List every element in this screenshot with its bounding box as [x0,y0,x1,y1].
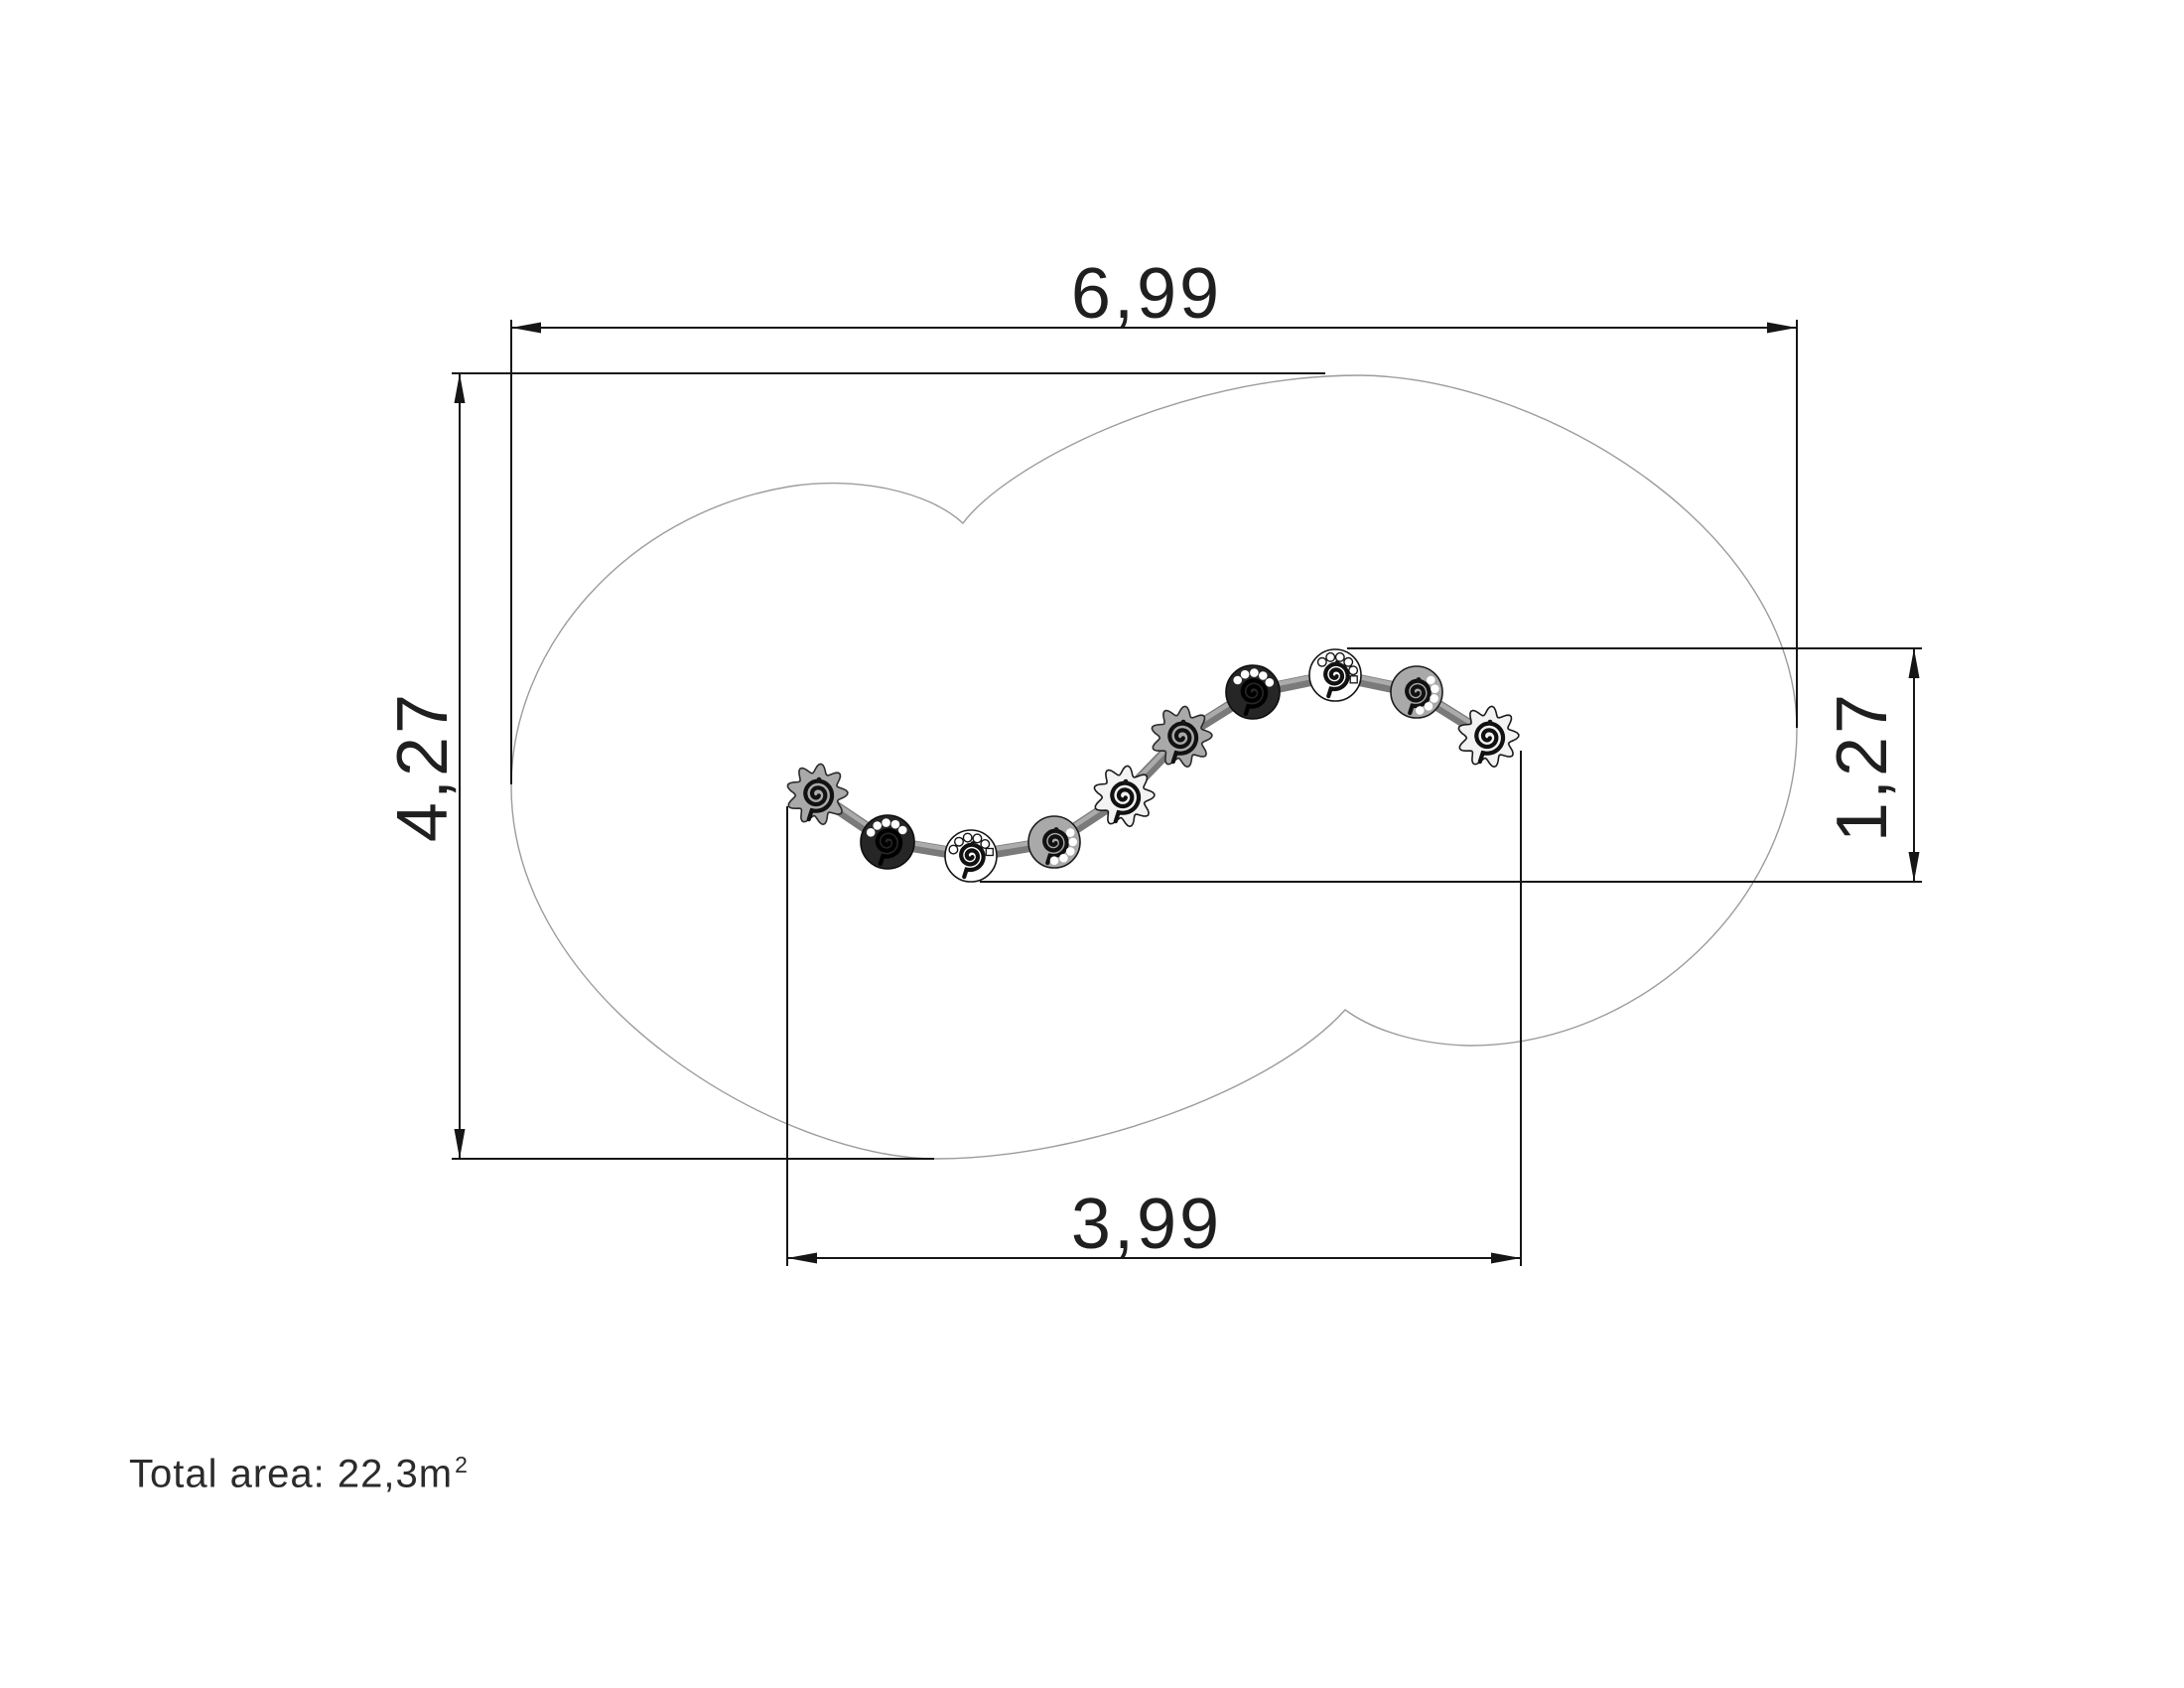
pod-8-dot-2 [1325,651,1336,662]
equipment-height-arrowhead-1 [1908,648,1920,678]
equipment-height-label: 1,27 [1823,691,1902,842]
pod-4-dot-2 [1068,837,1077,847]
pod-2-dot-5 [898,825,907,835]
pod-6-spiral-icon [1167,721,1199,765]
pod-5-accent-dot [1123,778,1129,784]
pod-7-dot-4 [1259,671,1268,680]
pod-9-dot-4 [1424,702,1433,711]
safety-area-outline [510,374,1798,1160]
pod-3-accent-dot [970,841,976,846]
pod-2-dot-3 [882,818,890,827]
pod-4-spiral-icon [1042,828,1069,866]
pod-1-accent-dot [816,776,822,782]
total-area-text: Total area: 22,3m [129,1452,454,1496]
pod-4-dot-4 [1059,853,1068,863]
pod-9-accent-dot [1416,677,1422,682]
pod-5-spiral-icon [1110,780,1142,824]
pod-2-dot-1 [866,828,876,837]
pod-3-dot-5 [980,839,991,850]
equipment-width-arrowhead-1 [787,1252,817,1264]
overall-width-label: 6,99 [1071,254,1222,334]
pod-3-square-dot [985,847,994,857]
pod-8-accent-dot [1334,660,1340,665]
pod-9-dot-3 [1430,694,1438,703]
pod-8-dot-5 [1348,665,1359,676]
pod-7-dot-2 [1240,669,1250,679]
overall-height-label: 4,27 [383,691,463,842]
equipment-width-arrowhead-2 [1491,1252,1521,1264]
pod-8-dot-4 [1343,656,1354,667]
pod-4-dot-3 [1065,847,1075,856]
equipment-height-arrowhead-2 [1908,852,1920,882]
pod-2-dot-2 [873,821,882,830]
pod-9-dot-2 [1431,684,1439,693]
pod-4-dot-5 [1049,856,1059,865]
pod-2-spiral-icon [875,828,903,866]
pod-9-spiral-icon [1405,678,1432,716]
pod-9-dot-1 [1427,675,1435,685]
pod-3-dot-4 [972,833,983,844]
pod-8-spiral-icon [1323,661,1350,699]
pod-4-dot-1 [1065,828,1075,837]
pod-3-dot-3 [962,832,973,843]
overall-height-arrowhead-1 [454,373,466,403]
pod-7-dot-5 [1265,678,1275,687]
pod-6-accent-dot [1180,719,1186,725]
pod-1-spiral-icon [803,778,835,822]
pod-7-dot-3 [1250,668,1259,677]
pod-8-dot-1 [1316,656,1327,667]
pod-9-dot-5 [1416,706,1425,715]
total-area-label: Total area: 22,3m2 [129,1452,469,1496]
pod-3-dot-1 [948,844,959,855]
pod-3-dot-2 [954,836,965,847]
overall-height-arrowhead-2 [454,1129,466,1159]
equipment-width-label: 3,99 [1071,1185,1222,1264]
pod-7-dot-1 [1233,675,1242,685]
pod-10-spiral-icon [1474,721,1506,765]
pod-4-accent-dot [1053,827,1059,832]
pod-8-square-dot [1349,675,1358,684]
pod-8-dot-3 [1334,651,1345,662]
pod-7-spiral-icon [1240,678,1269,716]
overall-width-arrowhead-1 [511,322,541,334]
pod-3-spiral-icon [959,842,986,880]
pod-10-accent-dot [1487,719,1493,725]
total-area-superscript: 2 [455,1452,469,1477]
overall-width-arrowhead-2 [1767,322,1797,334]
pod-2-dot-4 [890,819,900,829]
